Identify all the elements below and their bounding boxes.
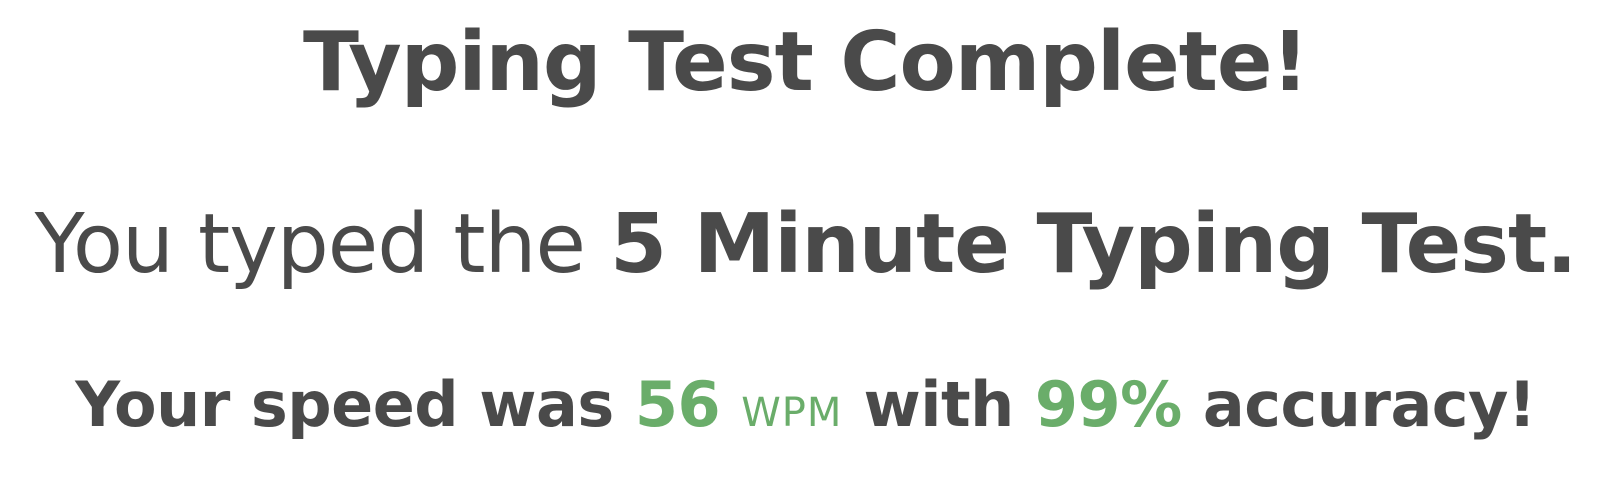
test-summary-prefix: You typed the <box>34 197 586 292</box>
test-name: 5 Minute Typing Test. <box>610 197 1577 292</box>
wpm-value: 56 <box>634 368 721 441</box>
speed-prefix: Your speed was <box>75 368 614 441</box>
speed-suffix: accuracy! <box>1202 368 1536 441</box>
speed-summary: Your speed was 56 WPM with 99% accuracy! <box>0 365 1611 453</box>
speed-middle: with <box>863 368 1014 441</box>
accuracy-value: 99% <box>1034 368 1182 441</box>
test-summary: You typed the 5 Minute Typing Test. <box>0 190 1611 300</box>
page-title: Typing Test Complete! <box>303 15 1309 110</box>
wpm-unit: WPM <box>741 390 843 436</box>
